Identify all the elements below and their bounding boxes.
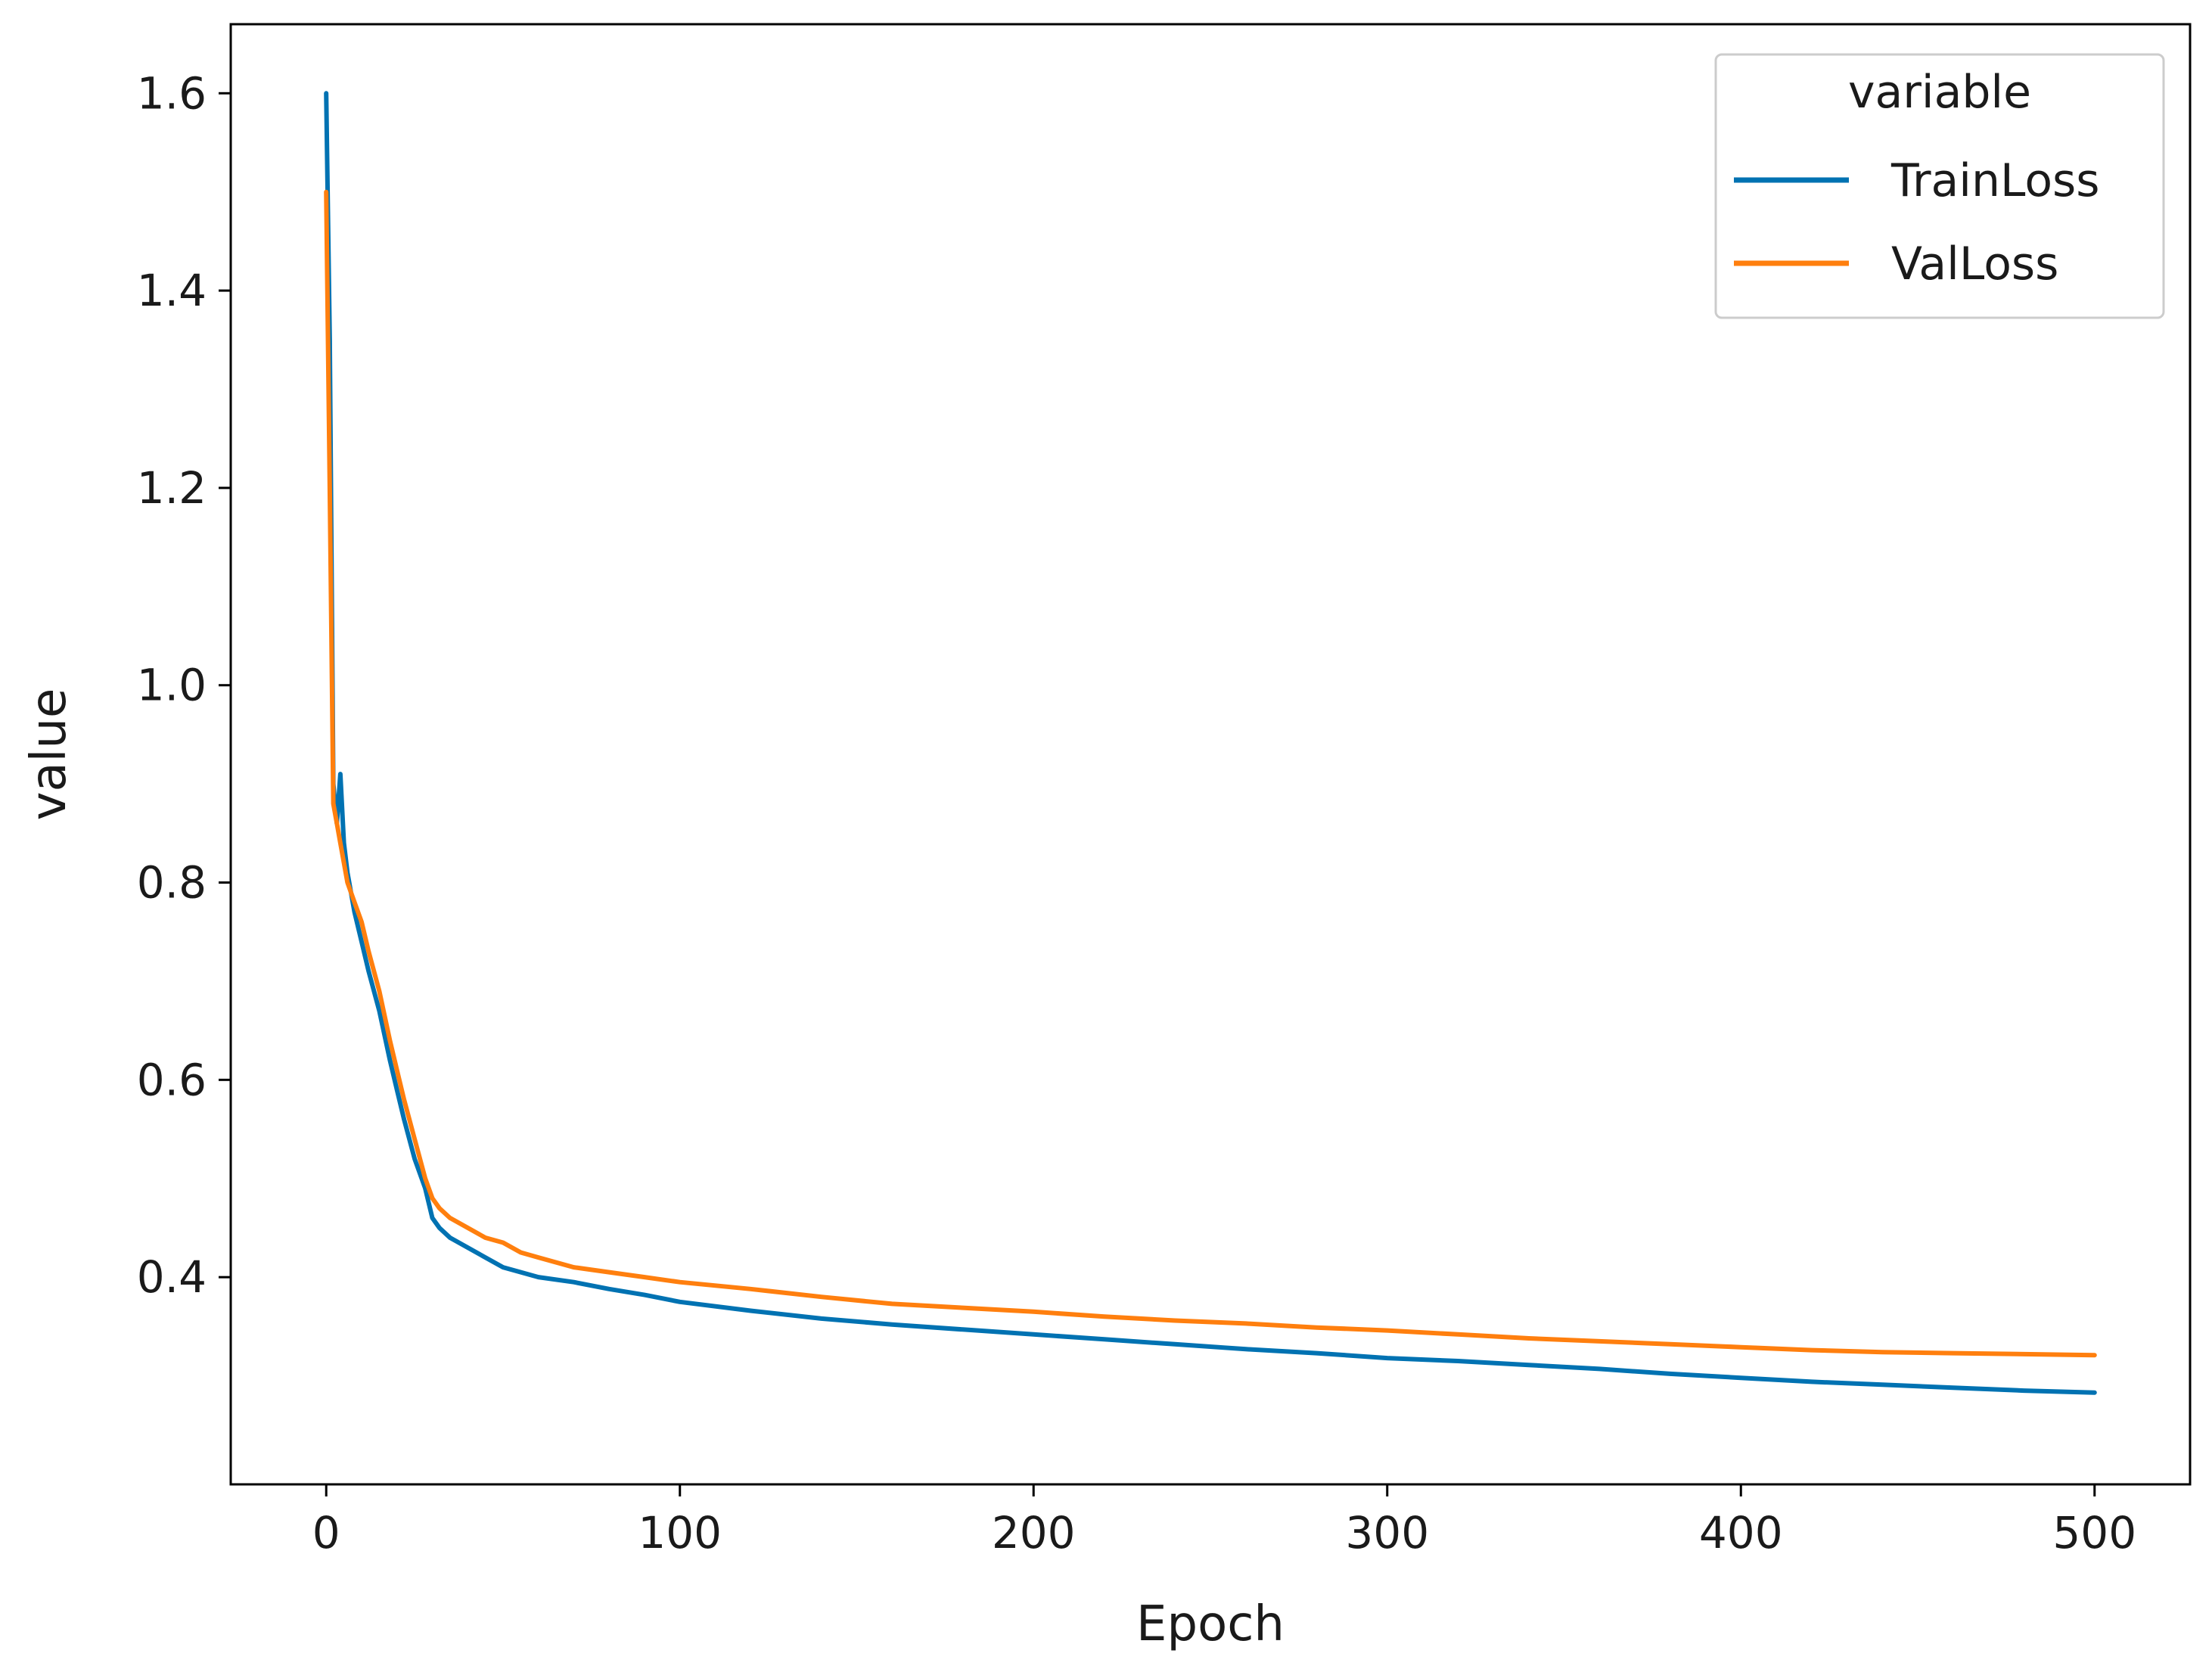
x-tick-label: 300: [1345, 1507, 1429, 1558]
series-line-trainloss: [324, 91, 2097, 1395]
y-tick-label: 1.6: [137, 67, 207, 119]
legend-title: variable: [1848, 66, 2031, 119]
y-tick-label: 0.6: [137, 1054, 207, 1105]
y-tick-label: 0.8: [137, 857, 207, 909]
series-line-valloss: [324, 189, 2097, 1358]
y-axis-label: value: [21, 688, 77, 821]
x-tick-label: 200: [992, 1507, 1076, 1558]
legend-box: [1714, 53, 2165, 319]
x-tick-label: 100: [638, 1507, 722, 1558]
y-tick-label: 1.2: [137, 462, 207, 514]
legend-label-valloss: ValLoss: [1891, 238, 2058, 291]
series-layer: [324, 91, 2097, 1395]
legend-label-trainloss: TrainLoss: [1890, 154, 2100, 207]
y-axis: 0.4 0.6 0.8 1.0 1.2 1.4 1.6: [137, 67, 231, 1303]
legend: variable TrainLoss ValLoss: [1714, 53, 2165, 319]
y-tick-label: 1.4: [137, 265, 207, 316]
x-axis: 0 100 200 300 400 500: [312, 1484, 2136, 1558]
x-axis-label: Epoch: [1136, 1596, 1285, 1652]
y-tick-label: 1.0: [137, 660, 207, 711]
plot-area-frame: [229, 23, 2192, 1486]
x-tick-label: 400: [1699, 1507, 1783, 1558]
legend-entries: TrainLoss ValLoss: [1734, 154, 2100, 291]
y-tick-label: 0.4: [137, 1251, 207, 1303]
x-tick-label: 0: [312, 1507, 340, 1558]
x-tick-label: 500: [2052, 1507, 2136, 1558]
